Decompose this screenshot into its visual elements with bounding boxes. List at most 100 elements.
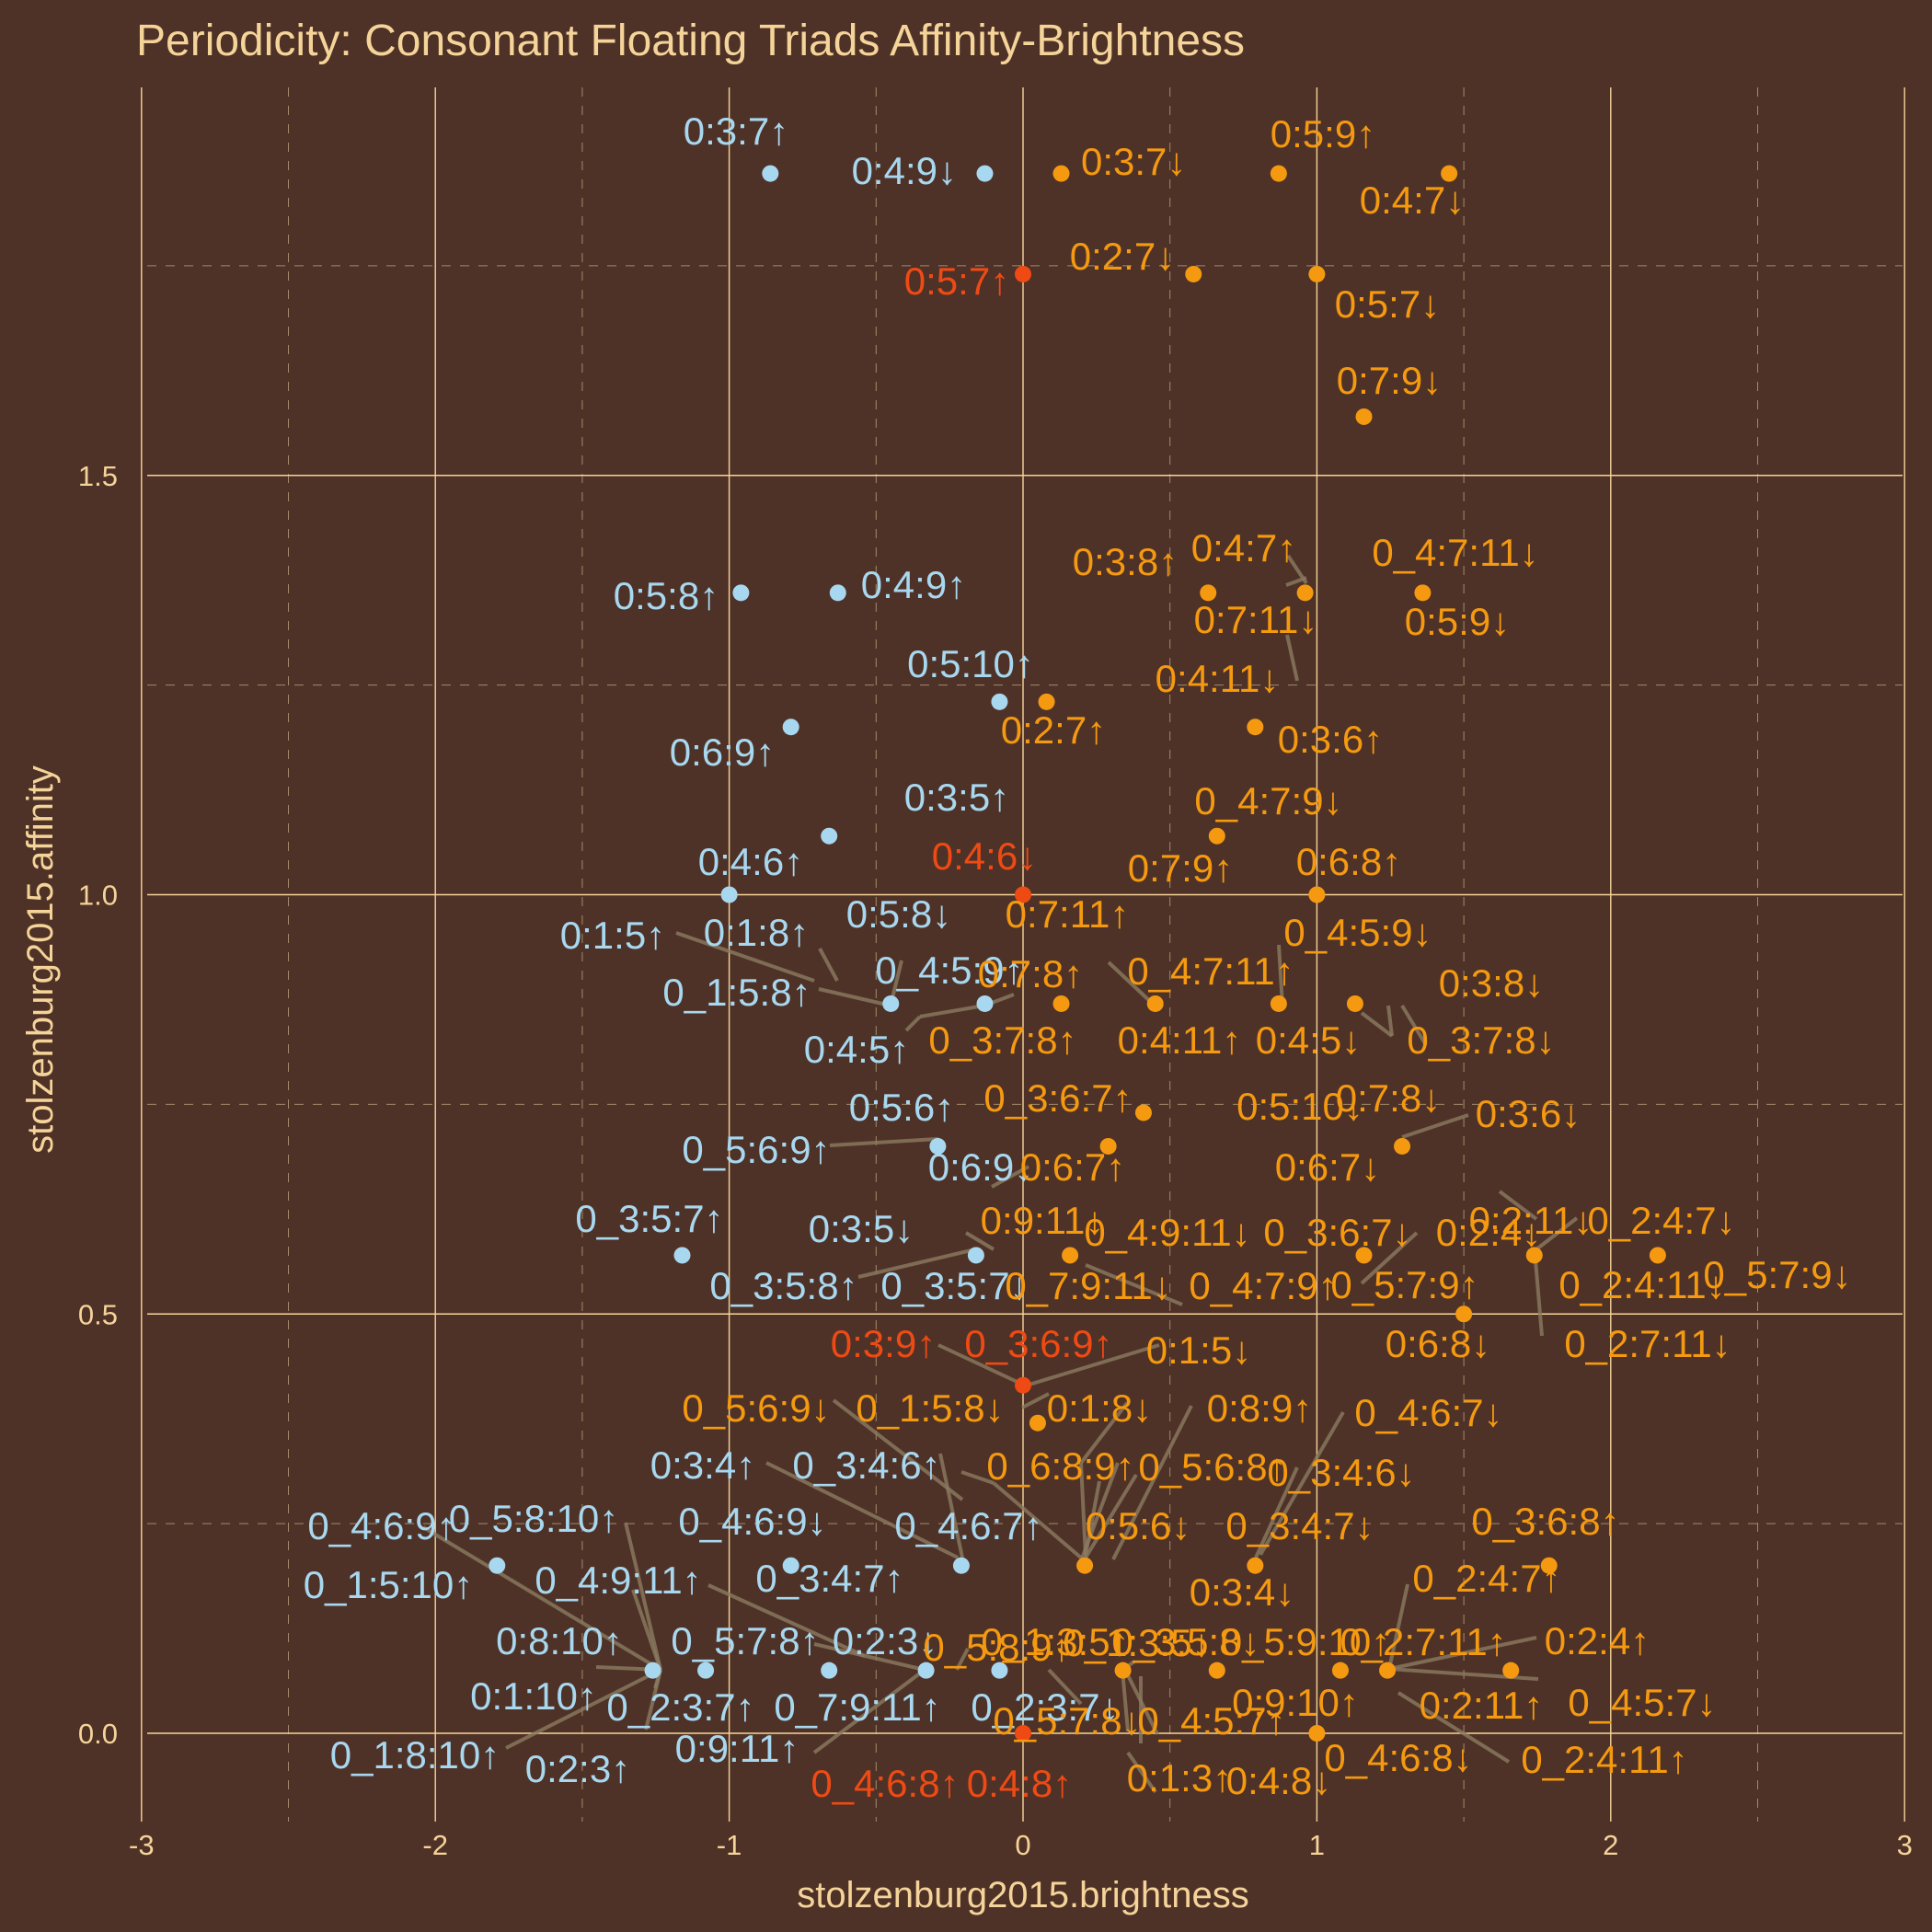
point-label: 0_3:5:7↓	[880, 1264, 1029, 1307]
data-point	[782, 719, 799, 736]
leader-line	[505, 1668, 661, 1750]
point-label: 0_3:7:8↑	[928, 1018, 1076, 1062]
leader-line	[1022, 1343, 1160, 1388]
point-label: 0:1:5↑	[560, 914, 665, 957]
point-label: 0_4:6:8↑	[811, 1762, 959, 1805]
leader-line	[1111, 1405, 1193, 1560]
data-point	[1200, 584, 1217, 602]
x-axis-title: stolzenburg2015.brightness	[797, 1875, 1248, 1915]
point-label: 0:4:5↑	[804, 1028, 909, 1071]
point-label: 0:4:7↓	[1360, 178, 1465, 222]
point-label: 0_2:4:11↓	[1558, 1263, 1725, 1306]
data-points	[489, 165, 1666, 1742]
leader-line	[1401, 1113, 1469, 1139]
data-point	[1414, 584, 1432, 602]
point-label: 0:4:5↓	[1256, 1018, 1361, 1062]
data-point	[1099, 1137, 1117, 1155]
point-label: 0:9:10↑	[1232, 1681, 1359, 1724]
point-label: 0:3:4↑	[650, 1443, 755, 1487]
data-point	[1052, 165, 1070, 182]
point-label: 0:1:5↓	[1146, 1328, 1251, 1372]
point-label: 0:1:8↓	[1047, 1386, 1152, 1430]
point-label: 0_2:3:7↑	[606, 1685, 754, 1729]
data-point	[1015, 1376, 1031, 1394]
leader-line	[960, 1470, 995, 1485]
chart-title: Periodicity: Consonant Floating Triads A…	[136, 17, 1245, 65]
data-point	[1114, 1662, 1132, 1679]
leader-line	[1080, 1462, 1120, 1559]
point-label: 0:2:4↑	[1545, 1619, 1650, 1662]
data-point	[1308, 1725, 1326, 1742]
point-label: 0:4:9↑	[861, 563, 966, 606]
leader-line	[832, 1398, 931, 1476]
point-label: 0:1:8↑	[704, 911, 809, 954]
data-point	[1441, 165, 1458, 182]
data-point	[1029, 1414, 1046, 1432]
point-label: 0:6:9↓	[928, 1145, 1033, 1189]
leader-line	[857, 1248, 976, 1279]
point-label: 0_7:9:11↑	[774, 1685, 940, 1729]
point-label: 0_2:4:7↑	[1412, 1557, 1560, 1600]
leader-line	[818, 987, 891, 1007]
leader-line	[818, 948, 839, 982]
data-point	[644, 1662, 661, 1679]
data-point	[917, 1662, 935, 1679]
data-point	[762, 165, 779, 182]
data-point	[782, 1557, 799, 1574]
point-label: 0_5:6:9↑	[682, 1128, 830, 1171]
point-label: 0:7:11↓	[1194, 598, 1318, 641]
point-label: 0_3:5:8↑	[709, 1264, 857, 1307]
point-label: 0:6:8↑	[1296, 840, 1401, 883]
x-tick-label: 2	[1603, 1829, 1618, 1861]
data-point	[967, 1247, 984, 1264]
point-label: 0_4:7:11↑	[1127, 949, 1294, 993]
data-point	[829, 584, 846, 602]
data-point	[697, 1662, 715, 1679]
point-label: 0_3:7:8↓	[1407, 1018, 1555, 1062]
leader-line	[955, 1648, 970, 1671]
leader-line	[1285, 576, 1307, 587]
point-label: 0:2:7↓	[1070, 235, 1175, 278]
leader-line	[675, 931, 815, 983]
point-label: 0_1:5:8↑	[662, 971, 811, 1014]
point-label: 0_5:7:8↑	[671, 1619, 819, 1662]
point-label: 0:2:11↑	[1420, 1684, 1544, 1727]
point-label: 0:5:9↑	[1271, 112, 1375, 155]
point-label: 0_3:6:8↑	[1471, 1500, 1619, 1543]
point-label: 0_4:5:9↑	[875, 949, 1023, 992]
point-labels: 0:3:7↑ 0:4:9↓ 0:3:7↓ 0:5:9↑ 0:4:7↓ 0:5:7↑ 0:2:…	[304, 109, 1852, 1805]
data-point	[821, 1662, 838, 1679]
data-point	[991, 693, 1008, 710]
point-label: 0:2:4↓	[1436, 1211, 1541, 1254]
point-label: 0:5:8↑	[614, 574, 719, 617]
data-point	[1052, 995, 1070, 1012]
point-label: 0_4:6:9↓	[678, 1500, 826, 1543]
point-label: 0:4:11↑	[1118, 1018, 1242, 1062]
y-tick-label: 0.0	[78, 1718, 118, 1750]
point-label: 0:5:8↓	[846, 892, 951, 936]
point-label: 0_4:6:7↑	[894, 1504, 1042, 1547]
point-label: 0:4:6↓	[932, 834, 1037, 878]
leader-line	[624, 1522, 662, 1671]
data-point	[1015, 1725, 1031, 1742]
y-tick-label: 1.0	[78, 880, 118, 912]
data-point	[1331, 1662, 1349, 1679]
point-label: 0_7:9:11↓	[1005, 1264, 1171, 1307]
point-label: 0_5:7:9↓	[1703, 1253, 1851, 1296]
leader-line	[1360, 1231, 1419, 1285]
data-point	[1185, 265, 1202, 282]
leader-line	[1400, 1004, 1428, 1047]
point-label: 0_4:7:9↑	[1189, 1264, 1337, 1307]
point-label: 0_4:5:7↑	[1137, 1699, 1285, 1742]
point-label: 0:4:7↑	[1191, 526, 1296, 569]
point-label: 0_5:8:10↑	[449, 1497, 619, 1540]
point-label: 0_3:6:7↓	[1263, 1211, 1411, 1254]
point-label: 0:7:11↑	[1006, 892, 1130, 936]
data-point	[489, 1557, 506, 1574]
point-label: 0:2:7↑	[1001, 708, 1106, 752]
leader-line	[1121, 1669, 1130, 1732]
point-label: 0:6:7↑	[1020, 1145, 1125, 1189]
point-label: 0:9:11↓	[981, 1199, 1105, 1242]
point-label: 0_4:7:9↓	[1194, 779, 1342, 822]
